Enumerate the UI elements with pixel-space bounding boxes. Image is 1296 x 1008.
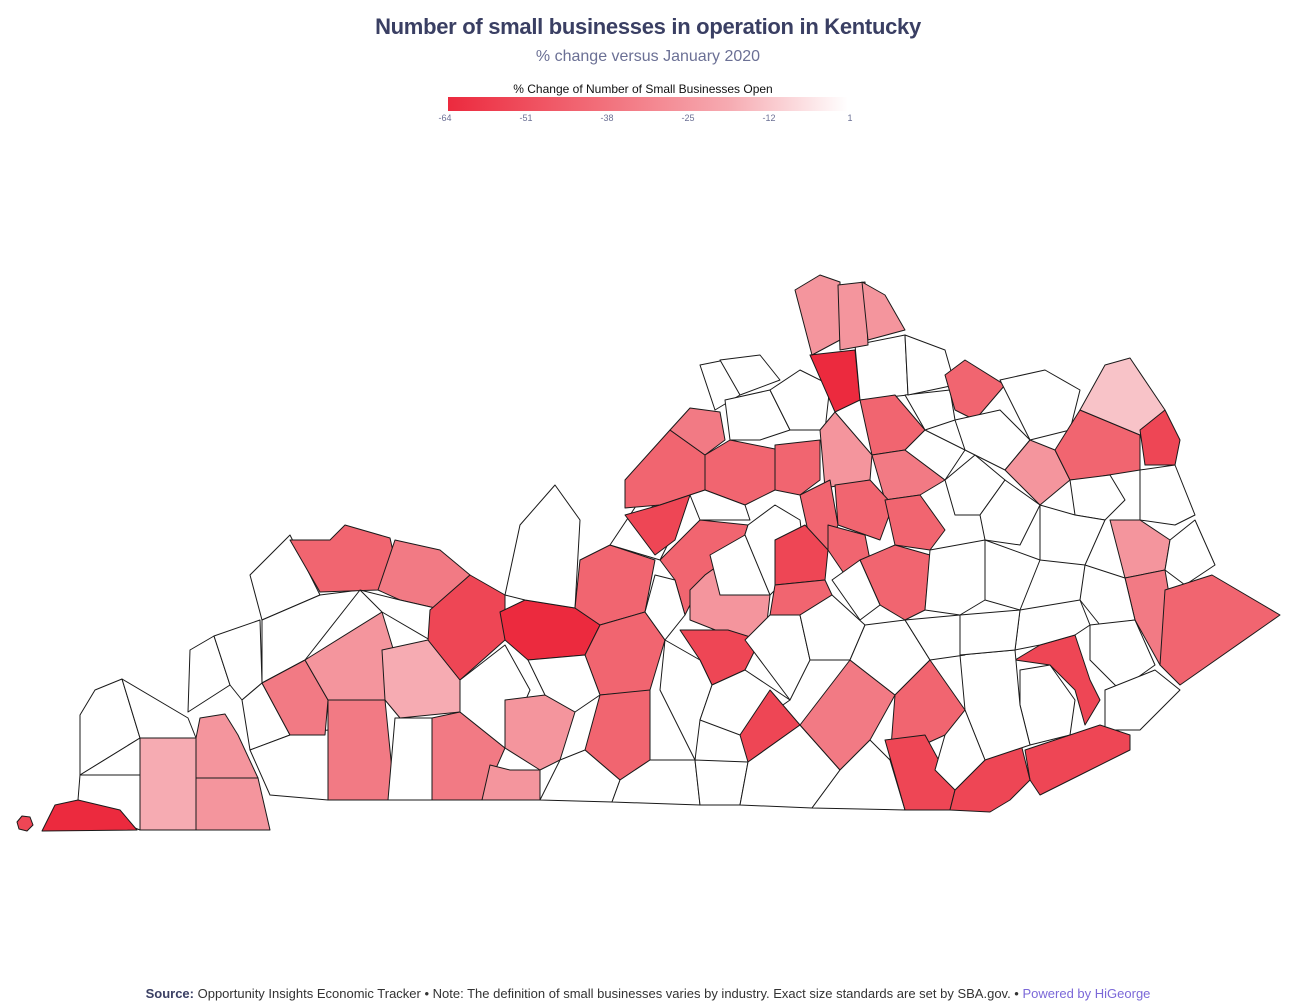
county[interactable] [261, 659, 329, 736]
county[interactable] [871, 449, 946, 501]
county[interactable] [1039, 504, 1106, 566]
legend-tick: -25 [681, 113, 695, 123]
county[interactable] [959, 609, 1021, 656]
county[interactable] [1079, 357, 1166, 436]
county[interactable] [724, 389, 791, 441]
county[interactable] [834, 479, 894, 541]
county[interactable] [689, 489, 751, 521]
county[interactable] [327, 699, 396, 801]
county[interactable] [774, 524, 829, 586]
county[interactable] [481, 764, 541, 801]
legend-tick: -64 [438, 113, 452, 123]
county[interactable] [861, 281, 906, 341]
chart-title: Number of small businesses in operation … [375, 14, 921, 39]
county[interactable] [884, 494, 946, 551]
county[interactable] [904, 334, 956, 396]
county[interactable] [624, 494, 691, 556]
county[interactable] [527, 654, 601, 713]
county[interactable] [1069, 474, 1126, 521]
source-text: Opportunity Insights Economic Tracker • … [197, 986, 1019, 1001]
county[interactable] [999, 369, 1081, 441]
county[interactable] [195, 777, 271, 831]
footer: Source: Opportunity Insights Economic Tr… [0, 986, 1296, 1001]
county[interactable] [979, 479, 1041, 546]
county[interactable] [1164, 519, 1216, 586]
powered-by-link[interactable]: Powered by HiGeorge [1022, 986, 1151, 1001]
county[interactable] [924, 539, 986, 616]
county[interactable] [694, 759, 749, 806]
county[interactable] [719, 354, 781, 396]
county[interactable] [1139, 464, 1196, 526]
source-label: Source: [145, 986, 194, 1001]
legend-tick: 1 [847, 113, 853, 123]
legend-tick: -38 [600, 113, 614, 123]
legend-color-scale [448, 97, 848, 111]
county[interactable] [944, 359, 1006, 421]
county[interactable] [1159, 574, 1281, 686]
county[interactable] [799, 659, 896, 771]
county[interactable] [769, 369, 831, 431]
county[interactable] [837, 281, 869, 351]
county[interactable] [819, 411, 873, 489]
county[interactable] [261, 589, 361, 684]
county[interactable] [504, 484, 581, 609]
county[interactable] [709, 534, 771, 596]
county[interactable] [1024, 724, 1131, 796]
county[interactable] [16, 815, 34, 832]
county[interactable] [669, 407, 726, 456]
county[interactable] [984, 539, 1041, 611]
county[interactable] [1139, 409, 1181, 466]
county[interactable] [644, 574, 686, 641]
county[interactable] [934, 709, 986, 791]
county[interactable] [1109, 519, 1171, 579]
county[interactable] [139, 737, 197, 831]
county[interactable] [41, 799, 138, 832]
county[interactable] [387, 717, 433, 801]
legend-tick: -12 [762, 113, 776, 123]
legend-tick: -51 [519, 113, 533, 123]
chart-subtitle: % change versus January 2020 [535, 48, 761, 65]
county[interactable] [774, 439, 821, 496]
county[interactable] [794, 274, 841, 356]
legend-title: % Change of Number of Small Businesses O… [513, 82, 773, 96]
county[interactable] [831, 559, 881, 621]
county[interactable] [1104, 669, 1181, 731]
